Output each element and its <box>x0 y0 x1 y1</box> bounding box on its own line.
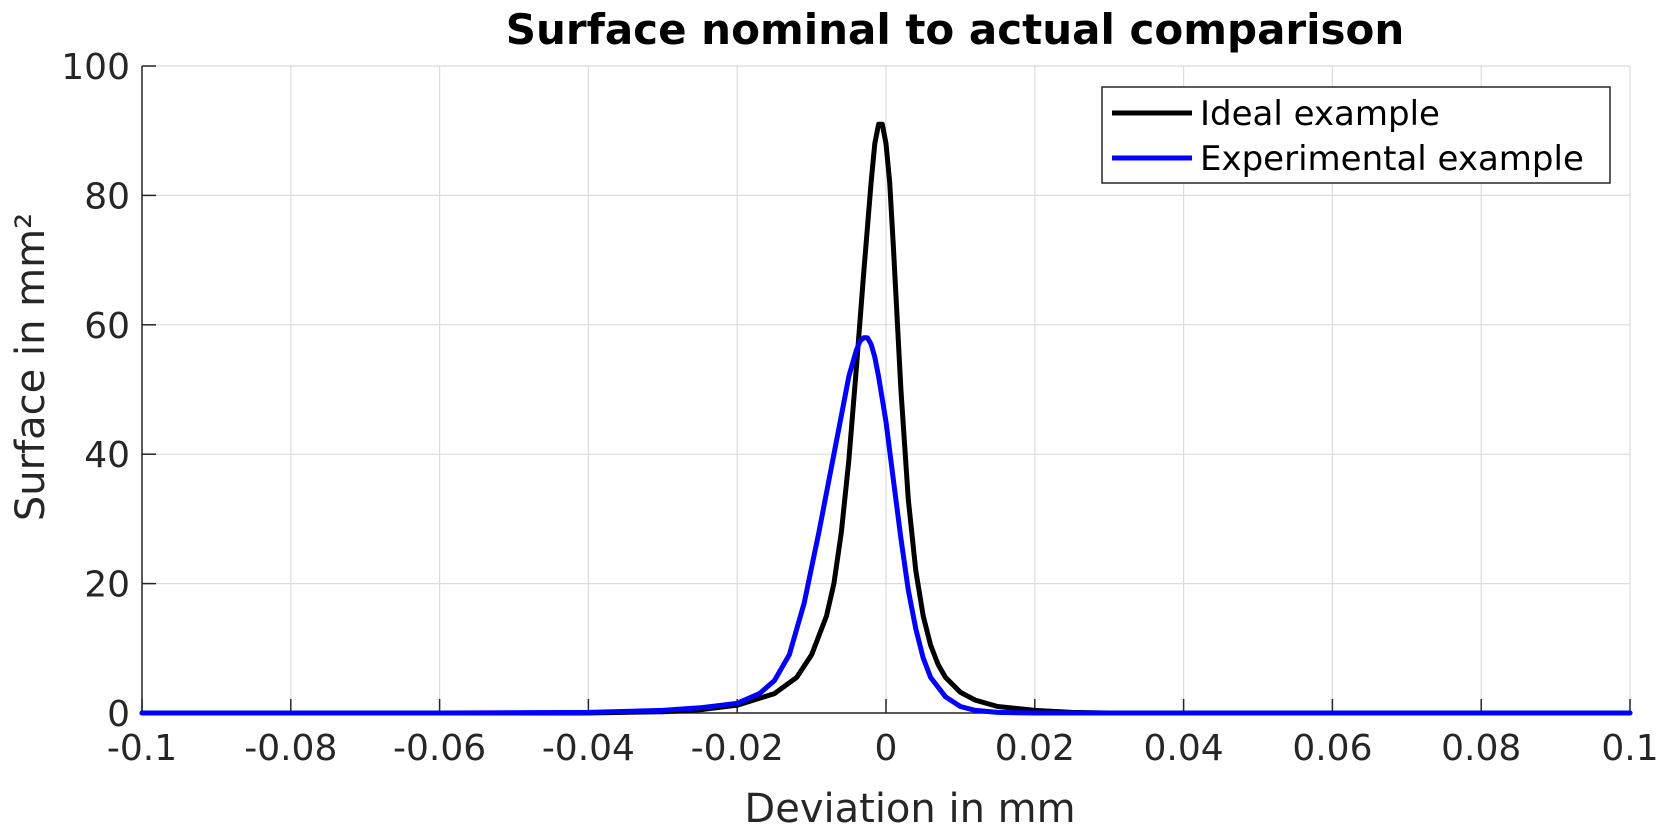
legend-items: Ideal example Experimental example <box>1112 94 1584 179</box>
x-tick-label: 0.08 <box>1441 728 1521 769</box>
y-tick-label: 100 <box>61 47 130 88</box>
x-tick-label: 0.1 <box>1601 728 1658 769</box>
legend-label: Ideal example <box>1200 94 1440 134</box>
x-tick-label: 0 <box>875 728 898 769</box>
legend-label: Experimental example <box>1200 139 1584 179</box>
x-tick-label: -0.04 <box>542 728 635 769</box>
legend-box <box>1101 86 1611 184</box>
y-tick-label: 80 <box>84 176 130 217</box>
series-line-experimental <box>139 335 1633 716</box>
x-axis-label: Deviation in mm <box>744 786 1075 832</box>
x-tick-label: -0.1 <box>107 728 177 769</box>
y-tick-label: 20 <box>84 565 130 606</box>
y-axis-ticks: 0 20 40 60 80 100 <box>61 47 156 735</box>
series-line-ideal <box>139 121 1633 716</box>
y-tick-label: 60 <box>84 306 130 347</box>
x-tick-label: 0.06 <box>1292 728 1372 769</box>
x-tick-label: 0.02 <box>995 728 1075 769</box>
x-tick-label: -0.02 <box>691 728 784 769</box>
y-tick-label: 0 <box>107 694 130 735</box>
x-axis-ticks: -0.1 -0.08 -0.06 -0.04 -0.02 0 0.02 0.04 0.06 0.0… <box>107 699 1659 769</box>
x-tick-label: -0.06 <box>393 728 486 769</box>
y-axis-label: Surface in mm² <box>8 213 54 521</box>
legend: Ideal example Experimental example <box>1101 86 1611 184</box>
x-tick-label: -0.08 <box>244 728 337 769</box>
series-lines <box>139 121 1633 716</box>
y-tick-label: 40 <box>84 435 130 476</box>
x-tick-label: 0.04 <box>1144 728 1224 769</box>
chart-title: Surface nominal to actual comparison <box>506 5 1405 54</box>
